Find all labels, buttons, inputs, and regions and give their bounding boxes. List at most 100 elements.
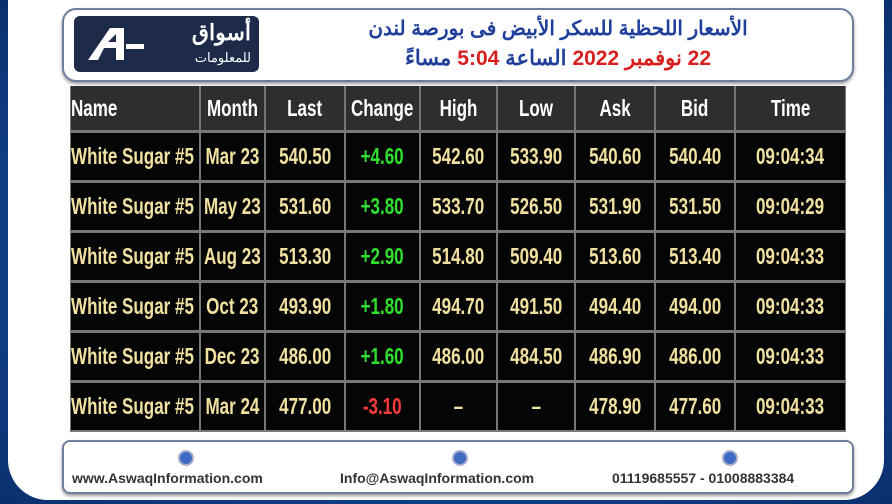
table-cell: Name	[71, 86, 199, 130]
cell-text: 540.60	[588, 143, 642, 169]
cell-text: 494.70	[432, 293, 485, 319]
phone-icon	[722, 450, 738, 466]
table-cell: 533.70	[421, 183, 496, 230]
cell-text: White Sugar #5	[71, 243, 194, 269]
table-cell: 540.40	[656, 133, 734, 180]
table-cell: 542.60	[421, 133, 496, 180]
table-cell: 491.50	[498, 283, 574, 330]
cell-text: –	[453, 393, 464, 419]
subtitle-part: مساءً	[405, 47, 452, 70]
cell-text: 494.40	[588, 293, 642, 319]
cell-text: Dec 23	[205, 343, 260, 369]
cell-text: 09:04:33	[756, 293, 825, 319]
table-cell: Mar 24	[201, 383, 264, 430]
table-cell: 494.40	[576, 283, 654, 330]
cell-text: 478.90	[588, 393, 642, 419]
web-icon	[178, 450, 194, 466]
cell-text: White Sugar #5	[71, 143, 194, 169]
table-cell: Ask	[576, 86, 654, 130]
table-cell: White Sugar #5	[71, 233, 199, 280]
table-cell: 484.50	[498, 333, 574, 380]
table-cell: White Sugar #5	[71, 183, 199, 230]
table-cell: 531.60	[266, 183, 344, 230]
table-cell: 494.70	[421, 283, 496, 330]
cell-text: +1.80	[360, 293, 405, 319]
table-cell: Month	[201, 86, 264, 130]
cell-text: Mar 23	[205, 143, 260, 169]
logo: أسواق للمعلومات	[74, 16, 259, 72]
cell-text: 477.00	[278, 393, 332, 419]
table-cell: 509.40	[498, 233, 574, 280]
table-cell: 09:04:29	[736, 183, 845, 230]
cell-text: Month	[206, 94, 259, 121]
cell-text: 540.40	[668, 143, 722, 169]
footer-box	[62, 440, 854, 494]
cell-text: 531.50	[668, 193, 722, 219]
cell-text: 514.80	[432, 243, 485, 269]
cell-text: 493.90	[278, 293, 332, 319]
cell-text: 484.50	[509, 343, 563, 369]
cell-text: +1.60	[360, 343, 405, 369]
logo-name: أسواق	[191, 20, 251, 45]
table-cell: 477.00	[266, 383, 344, 430]
cell-text: Time	[770, 94, 811, 121]
logo-mark	[88, 28, 144, 60]
cell-text: 486.00	[432, 343, 485, 369]
table-cell: 09:04:33	[736, 233, 845, 280]
table-cell: 540.50	[266, 133, 344, 180]
cell-text: 513.60	[588, 243, 642, 269]
cell-text: 09:04:29	[756, 193, 825, 219]
title: الأسعار اللحظية للسكر الأبيض فى بورصة لن…	[368, 18, 748, 40]
cell-text: May 23	[204, 193, 261, 219]
cell-text: Aug 23	[204, 243, 261, 269]
table-cell: 513.40	[656, 233, 734, 280]
cell-text: White Sugar #5	[71, 293, 194, 319]
cell-text: Name	[71, 94, 118, 121]
table-cell: –	[498, 383, 574, 430]
cell-text: Mar 24	[205, 393, 260, 419]
cell-text: White Sugar #5	[71, 343, 194, 369]
table-cell: 531.90	[576, 183, 654, 230]
cell-text: 540.50	[278, 143, 332, 169]
table-cell: Time	[736, 86, 845, 130]
cell-text: High	[439, 94, 478, 121]
mail-icon	[452, 450, 468, 466]
phones: 01119685557 - 01008883384	[612, 470, 795, 486]
table-cell: +4.60	[346, 133, 419, 180]
cell-text: 09:04:33	[756, 243, 825, 269]
subtitle: 22 نوفمبر 2022الساعة5:04مساءً	[274, 46, 842, 71]
cell-text: 477.60	[668, 393, 722, 419]
table-cell: 494.00	[656, 283, 734, 330]
cell-text: -3.10	[363, 393, 402, 419]
subtitle-part: الساعة	[505, 47, 567, 70]
logo-sub: للمعلومات	[194, 50, 251, 65]
table-cell: 540.60	[576, 133, 654, 180]
cell-text: Change	[351, 94, 414, 121]
table-cell: Dec 23	[201, 333, 264, 380]
cell-text: 509.40	[509, 243, 563, 269]
cell-text: 533.90	[509, 143, 563, 169]
table-cell: 09:04:33	[736, 383, 845, 430]
table-cell: Mar 23	[201, 133, 264, 180]
table-cell: +1.80	[346, 283, 419, 330]
table-cell: +1.60	[346, 333, 419, 380]
cell-text: Oct 23	[206, 293, 259, 319]
table-cell: 09:04:34	[736, 133, 845, 180]
table-cell: -3.10	[346, 383, 419, 430]
table-cell: 486.00	[421, 333, 496, 380]
cell-text: Bid	[681, 94, 709, 121]
table-cell: 514.80	[421, 233, 496, 280]
table-cell: –	[421, 383, 496, 430]
cell-text: 526.50	[509, 193, 563, 219]
cell-text: 491.50	[509, 293, 563, 319]
table-cell: 493.90	[266, 283, 344, 330]
table-cell: Oct 23	[201, 283, 264, 330]
table-cell: 513.60	[576, 233, 654, 280]
cell-text: White Sugar #5	[71, 393, 194, 419]
cell-text: –	[531, 393, 541, 419]
table-cell: 486.00	[266, 333, 344, 380]
subtitle-part: 5:04	[457, 47, 500, 70]
cell-text: 09:04:33	[756, 393, 825, 419]
table-cell: White Sugar #5	[71, 133, 199, 180]
